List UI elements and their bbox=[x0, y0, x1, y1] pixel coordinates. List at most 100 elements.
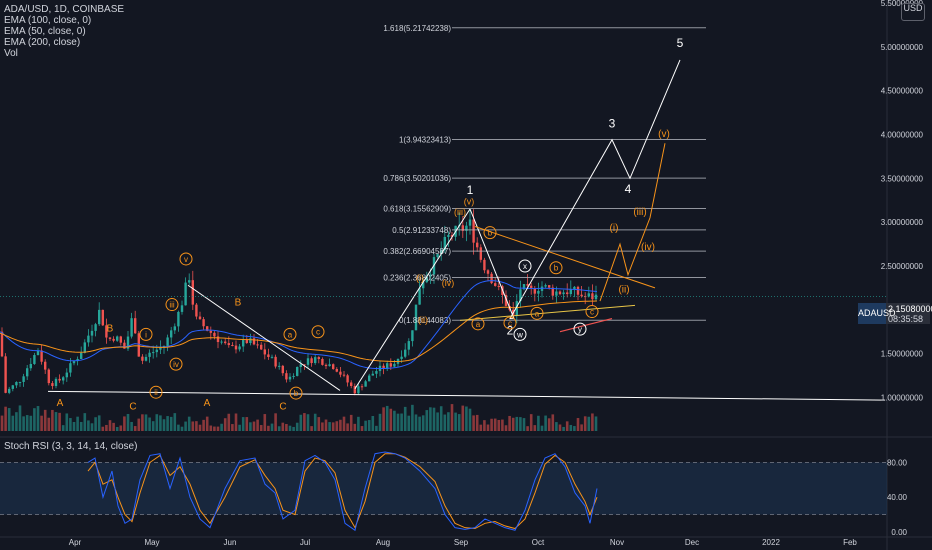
candle-body bbox=[558, 291, 562, 295]
candle-body bbox=[476, 242, 479, 248]
volume-bar bbox=[54, 412, 58, 431]
candle-body bbox=[206, 326, 209, 331]
volume-bar bbox=[389, 408, 393, 431]
time-axis-tick: Oct bbox=[532, 538, 545, 547]
volume-bar bbox=[177, 424, 180, 431]
candle-body bbox=[332, 364, 335, 369]
candle-body bbox=[303, 364, 306, 366]
indicator-ema-50[interactable]: EMA (50, close, 0) bbox=[4, 26, 86, 37]
ema-50-line bbox=[0, 280, 598, 370]
volume-bar bbox=[439, 406, 443, 431]
candle-body bbox=[548, 285, 551, 288]
last-price-tag: ADAUSD 2.15080000 08:35:58 bbox=[858, 303, 932, 324]
volume-bar bbox=[123, 416, 126, 431]
volume-bar bbox=[565, 421, 569, 431]
wave-label-v: v bbox=[184, 255, 188, 264]
volume-bar bbox=[180, 426, 184, 431]
candle-body bbox=[436, 254, 439, 258]
volume-bar bbox=[285, 423, 288, 431]
price-tag-countdown: 08:35:58 bbox=[888, 314, 924, 324]
descending-trendline bbox=[187, 284, 341, 391]
candle-body bbox=[429, 274, 432, 277]
volume-bar bbox=[375, 425, 378, 431]
volume-bar bbox=[418, 416, 421, 431]
candle-body bbox=[126, 336, 130, 349]
wave-label-ii: ii bbox=[154, 388, 158, 397]
wave-label-v-circle bbox=[179, 252, 193, 266]
indicator-vol[interactable]: Vol bbox=[4, 48, 18, 59]
volume-bar bbox=[569, 424, 573, 431]
candle-body bbox=[101, 309, 104, 326]
volume-bar bbox=[223, 418, 227, 431]
volume-bar bbox=[583, 416, 587, 431]
volume-bar bbox=[72, 421, 76, 431]
candle-body bbox=[310, 358, 313, 364]
orange-resistance-line bbox=[474, 226, 656, 289]
candle-body bbox=[173, 326, 176, 331]
candle-body bbox=[357, 386, 360, 394]
candle-body bbox=[317, 357, 320, 359]
wave-label-C-2: C bbox=[279, 402, 286, 413]
stoch-rsi-title[interactable]: Stoch RSI (3, 3, 14, 14, close) bbox=[4, 441, 138, 452]
volume-bar bbox=[202, 419, 205, 431]
volume-bar bbox=[501, 419, 504, 431]
wave-label-w: w bbox=[516, 330, 523, 339]
wave-label-3: 3 bbox=[609, 116, 616, 130]
candle-body bbox=[40, 350, 43, 362]
candle-body bbox=[4, 356, 7, 393]
volume-bar bbox=[169, 416, 173, 431]
candle-body bbox=[220, 341, 223, 343]
volume-bar bbox=[526, 426, 529, 431]
volume-bar bbox=[537, 415, 540, 431]
volume-bar bbox=[587, 416, 591, 431]
candle-body bbox=[281, 365, 284, 374]
candle-body bbox=[573, 286, 576, 290]
stoch-rsi-d-line bbox=[87, 453, 598, 530]
indicator-ema-200[interactable]: EMA (200, close) bbox=[4, 37, 81, 48]
candle-body bbox=[15, 382, 18, 386]
volume-bar bbox=[43, 409, 47, 431]
volume-bar bbox=[349, 414, 353, 431]
candle-body bbox=[490, 273, 493, 284]
currency-badge[interactable]: USD bbox=[901, 3, 925, 21]
volume-bar bbox=[155, 414, 159, 431]
volume-bar bbox=[313, 413, 317, 431]
volume-bar bbox=[580, 424, 583, 431]
volume-bar bbox=[18, 405, 22, 431]
volume-bar bbox=[331, 422, 335, 431]
volume-bar bbox=[396, 413, 400, 431]
candle-body bbox=[342, 374, 346, 376]
price-axis-tick: 4.50000000 bbox=[881, 87, 924, 96]
candle-body bbox=[51, 383, 54, 387]
candle-body bbox=[306, 358, 310, 365]
wave-label-iii: iii bbox=[169, 301, 175, 310]
volume-bar bbox=[238, 424, 241, 431]
wave-label-iv: iv bbox=[173, 360, 179, 369]
volume-bar bbox=[187, 416, 191, 431]
candle-body bbox=[18, 381, 22, 383]
candle-body bbox=[530, 285, 533, 289]
candle-body bbox=[386, 363, 389, 369]
candle-body bbox=[22, 376, 25, 382]
volume-bar bbox=[324, 419, 328, 431]
volume-bar bbox=[22, 416, 25, 431]
fib-level-label: 1.618(5.21742238) bbox=[383, 24, 451, 33]
volume-bar bbox=[292, 426, 295, 431]
wave-label-c-2-circle bbox=[503, 316, 517, 330]
volume-bar bbox=[241, 417, 245, 431]
volume-bar bbox=[493, 418, 497, 431]
candle-body bbox=[54, 378, 58, 387]
wave-label-a-3: a bbox=[535, 309, 540, 318]
wave-label-b-circle bbox=[289, 386, 303, 400]
candle-body bbox=[580, 294, 583, 297]
candle-body bbox=[234, 345, 238, 350]
indicator-ema-100[interactable]: EMA (100, close, 0) bbox=[4, 15, 92, 26]
symbol-title[interactable]: ADA/USD, 1D, COINBASE bbox=[4, 4, 125, 15]
candle-body bbox=[80, 352, 83, 359]
candle-body bbox=[576, 286, 580, 295]
volume-bar bbox=[159, 415, 162, 431]
candle-body bbox=[130, 318, 133, 337]
volume-bar bbox=[591, 413, 594, 431]
volume-bar bbox=[367, 420, 371, 431]
